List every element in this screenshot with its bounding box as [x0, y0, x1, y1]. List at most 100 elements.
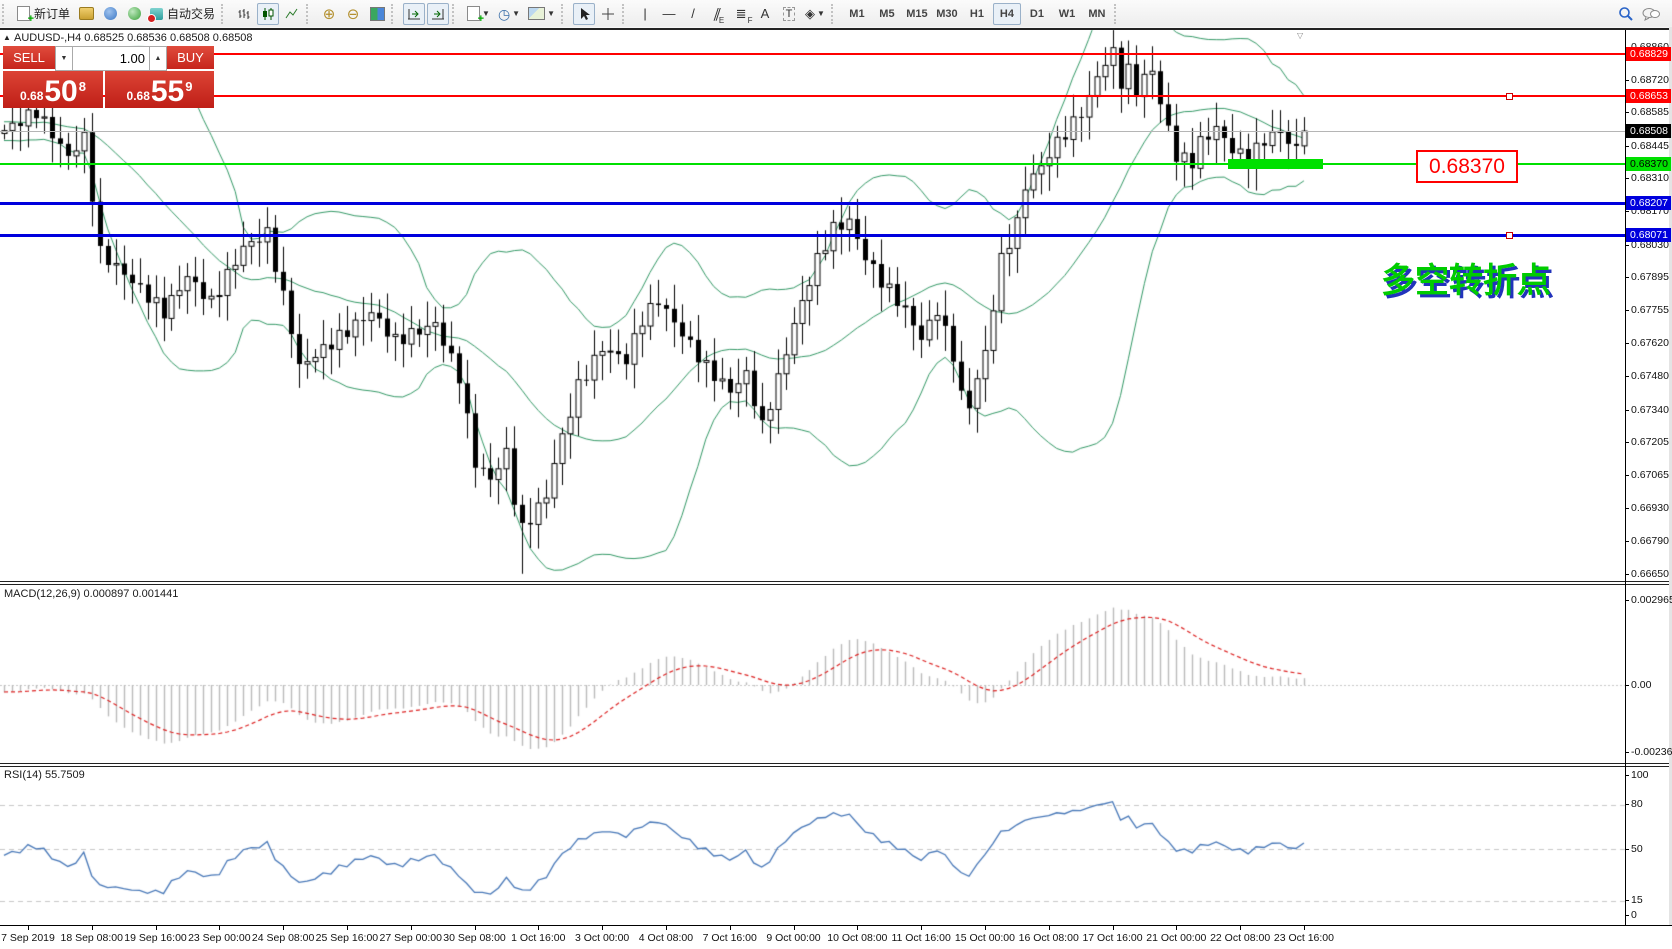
time-tick	[283, 926, 285, 930]
macd-tick-label: 0.00	[1625, 679, 1672, 692]
time-tick-label: 7 Sep 2019	[1, 932, 55, 944]
time-tick-label: 22 Oct 08:00	[1210, 932, 1271, 944]
volume-input[interactable]: 1.00	[73, 46, 149, 71]
time-tick-label: 7 Oct 16:00	[702, 932, 757, 944]
pane-divider[interactable]	[0, 763, 1672, 764]
time-tick-label: 19 Sep 16:00	[124, 932, 187, 944]
price-tick-label: 0.68585	[1625, 106, 1672, 119]
time-tick	[1112, 926, 1114, 930]
sell-price-prefix: 0.68	[20, 89, 44, 103]
time-tick-label: 18 Sep 08:00	[60, 932, 123, 944]
time-tick	[1240, 926, 1242, 930]
rsi-tick-label: 15	[1625, 894, 1672, 907]
price-tick-label: 0.66790	[1625, 535, 1672, 548]
time-tick	[474, 926, 476, 930]
time-tick	[155, 926, 157, 930]
time-tick	[1048, 926, 1050, 930]
chinese-annotation[interactable]: 多空转折点	[1381, 262, 1551, 300]
rsi-tick-label: 100	[1625, 769, 1672, 782]
price-tick-label: 0.67480	[1625, 370, 1672, 383]
pane-divider[interactable]	[0, 581, 1672, 582]
chart-shift-marker[interactable]: ▽	[1297, 31, 1304, 40]
price-level-chip: 0.68653	[1626, 89, 1671, 104]
level-drag-handle[interactable]	[1506, 231, 1513, 239]
resistance-line[interactable]	[0, 95, 1625, 98]
rsi-tick-label: 80	[1625, 798, 1672, 811]
sell-price-pipette: 8	[78, 79, 86, 94]
price-level-box[interactable]: 0.68370	[1416, 150, 1518, 183]
support-line[interactable]	[0, 163, 1625, 166]
chart-top-border	[0, 28, 1672, 30]
price-tick-label: 0.67065	[1625, 469, 1672, 482]
sell-price-button[interactable]: 0.68 50 8	[3, 71, 103, 108]
rsi-label: RSI(14) 55.7509	[4, 769, 85, 781]
price-tick-label: 0.67340	[1625, 404, 1672, 417]
ohlc-low: 0.68508	[169, 32, 210, 44]
support-line[interactable]	[0, 233, 1625, 237]
buy-price-pipette: 9	[185, 79, 193, 94]
macd-name: MACD(12,26,9)	[4, 588, 81, 600]
time-tick-label: 21 Oct 00:00	[1146, 932, 1207, 944]
ohlc-high: 0.68536	[127, 32, 167, 44]
time-tick-label: 4 Oct 08:00	[638, 932, 694, 944]
buy-price-button[interactable]: 0.68 55 9	[105, 71, 214, 108]
price-level-chip: 0.68207	[1626, 196, 1671, 210]
volume-increase-button[interactable]: ▲	[149, 46, 167, 71]
price-tick-label: 0.67205	[1625, 436, 1672, 449]
time-tick-label: 25 Sep 16:00	[315, 932, 379, 944]
pane-divider[interactable]	[0, 766, 1672, 767]
time-tick	[665, 926, 667, 930]
time-tick	[857, 926, 859, 930]
resistance-line[interactable]	[0, 53, 1625, 56]
macd-label: MACD(12,26,9) 0.000897 0.001441	[4, 588, 178, 600]
ohlc-open: 0.68525	[84, 32, 125, 44]
time-tick	[538, 926, 540, 930]
rsi-value: 55.7509	[44, 769, 85, 781]
time-axis[interactable]: 7 Sep 2019 18 Sep 08:00 19 Sep 16:00 23 Sep…	[0, 925, 1672, 949]
window-right-edge	[1669, 27, 1672, 949]
time-tick	[602, 926, 604, 930]
price-tick-label: 0.67620	[1625, 337, 1672, 350]
volume-decrease-button[interactable]: ▼	[55, 46, 73, 71]
price-level-chip: 0.68508	[1626, 124, 1671, 139]
time-tick-label: 24 Sep 08:00	[251, 932, 315, 944]
price-level-chip: 0.68829	[1626, 47, 1671, 62]
time-tick-label: 10 Oct 08:00	[827, 932, 888, 944]
time-tick-label: 23 Sep 00:00	[188, 932, 251, 944]
price-axis-border	[1625, 30, 1626, 925]
time-tick-label: 16 Oct 08:00	[1018, 932, 1079, 944]
sell-button[interactable]: SELL	[3, 46, 55, 71]
macd-signal-value: 0.001441	[132, 588, 179, 600]
chart-title: AUDUSD-,H4 0.68525 0.68536 0.68508 0.685…	[14, 32, 253, 44]
one-click-trading-panel: SELL ▼ 1.00 ▲ BUY 0.68 50 8 0.68 55 9	[3, 46, 214, 108]
buy-button[interactable]: BUY	[167, 46, 214, 71]
collapse-pane-icon[interactable]: ▲	[3, 33, 11, 42]
level-drag-handle[interactable]	[1506, 92, 1513, 100]
time-tick-label: 23 Oct 16:00	[1273, 932, 1334, 944]
price-tick-label: 0.66930	[1625, 502, 1672, 515]
time-tick	[793, 926, 795, 930]
time-tick	[921, 926, 923, 930]
price-tick-label: 0.68310	[1625, 172, 1672, 185]
time-tick-label: 30 Sep 08:00	[443, 932, 506, 944]
time-tick	[219, 926, 221, 930]
support-zone-rectangle[interactable]	[1228, 159, 1323, 170]
rsi-name: RSI(14)	[4, 769, 42, 781]
time-tick-label: 27 Sep 00:00	[379, 932, 442, 944]
time-tick	[410, 926, 412, 930]
rsi-tick-label: 50	[1625, 843, 1672, 856]
time-tick-label: 3 Oct 00:00	[574, 932, 630, 944]
time-tick-label: 1 Oct 16:00	[511, 932, 566, 944]
price-level-chip: 0.68370	[1626, 157, 1671, 172]
support-line[interactable]	[0, 201, 1625, 205]
time-tick	[1303, 926, 1305, 930]
price-tick-label: 0.68445	[1625, 140, 1672, 153]
macd-tick-label: 0.002965	[1625, 594, 1672, 607]
current-bid-line[interactable]	[0, 130, 1625, 132]
time-tick-label: 9 Oct 00:00	[766, 932, 821, 944]
price-tick-label: 0.68720	[1625, 74, 1672, 87]
pane-divider[interactable]	[0, 584, 1672, 585]
time-tick	[27, 926, 29, 930]
